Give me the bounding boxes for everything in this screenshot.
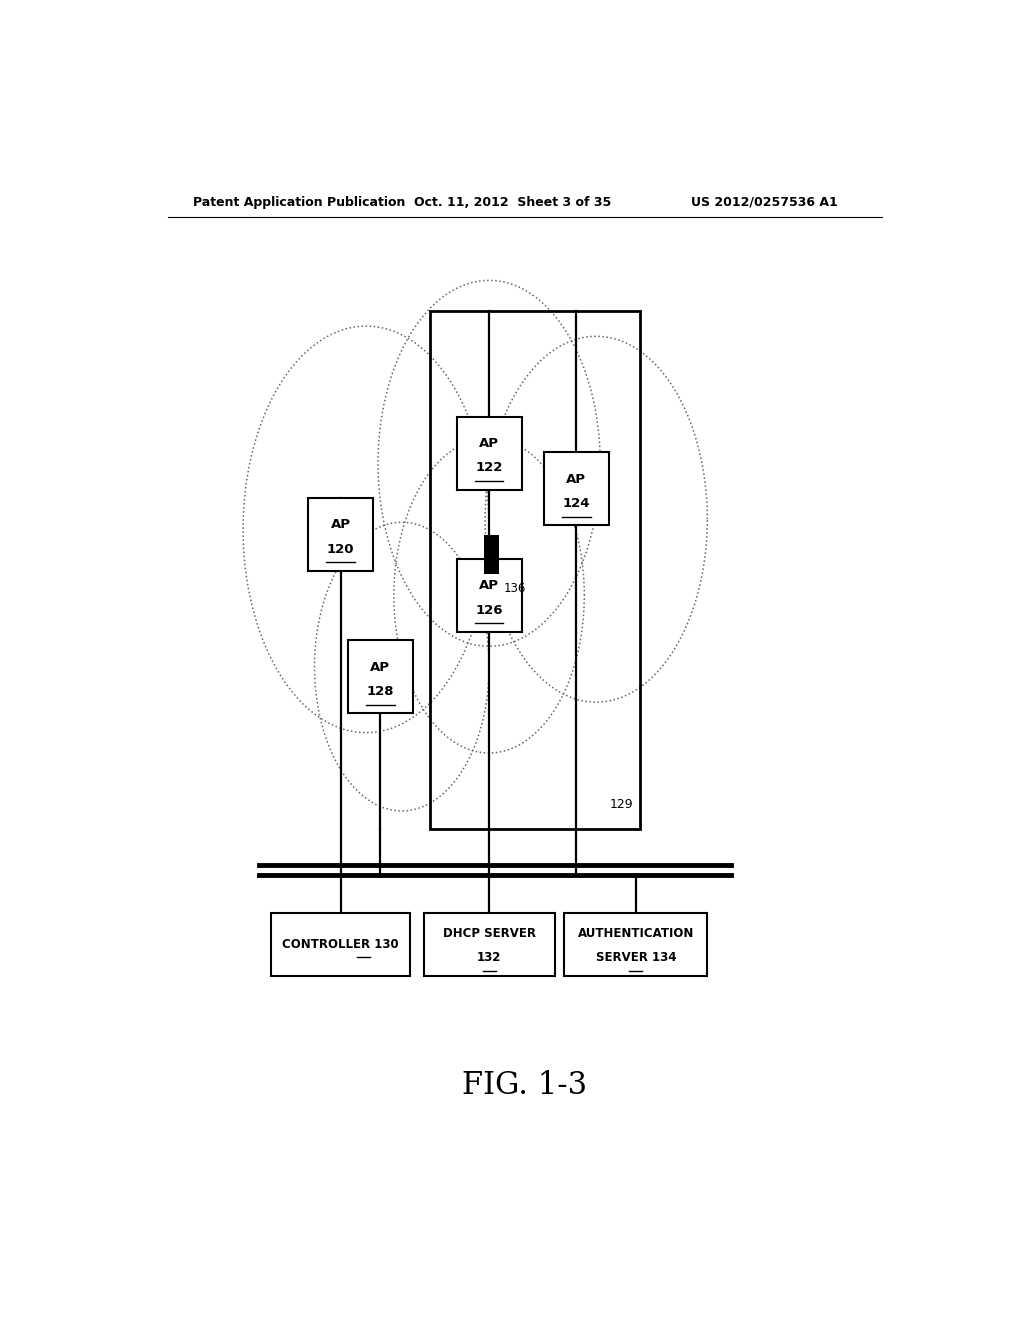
Text: 122: 122 [475,461,503,474]
Bar [457,417,521,490]
Bar [483,536,500,574]
Text: 132: 132 [477,952,502,965]
Text: 126: 126 [475,603,503,616]
Text: AUTHENTICATION: AUTHENTICATION [578,927,694,940]
Text: SERVER 134: SERVER 134 [596,952,676,965]
Text: AP: AP [479,579,499,593]
Bar [348,640,413,713]
Bar [271,912,411,975]
Bar [457,558,521,632]
Text: US 2012/0257536 A1: US 2012/0257536 A1 [691,195,839,209]
Text: AP: AP [566,473,587,486]
Text: FIG. 1-3: FIG. 1-3 [462,1069,588,1101]
Text: Patent Application Publication: Patent Application Publication [194,195,406,209]
Bar [424,912,555,975]
Text: AP: AP [371,661,390,673]
Text: AP: AP [331,519,350,532]
Text: CONTROLLER 130: CONTROLLER 130 [283,937,399,950]
Text: 120: 120 [327,543,354,556]
Text: AP: AP [479,437,499,450]
Text: Oct. 11, 2012  Sheet 3 of 35: Oct. 11, 2012 Sheet 3 of 35 [414,195,611,209]
Bar [308,498,373,572]
Bar [544,453,609,525]
Bar [430,312,640,829]
Bar [564,912,708,975]
Text: 136: 136 [504,582,525,595]
Text: 129: 129 [610,797,634,810]
Text: DHCP SERVER: DHCP SERVER [442,927,536,940]
Text: 128: 128 [367,685,394,698]
Text: 124: 124 [562,496,590,510]
